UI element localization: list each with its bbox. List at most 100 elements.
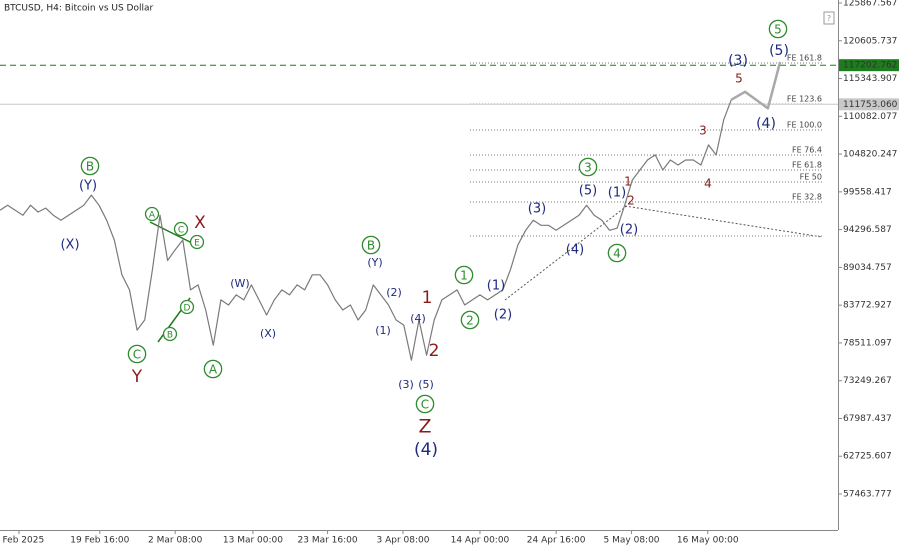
wave-label: (3) bbox=[728, 53, 748, 69]
wave-label: B bbox=[167, 331, 173, 341]
wave-circle bbox=[454, 265, 474, 285]
x-tick-label: 3 Apr 08:00 bbox=[377, 536, 430, 546]
wave-label: (3) bbox=[398, 378, 414, 391]
wave-label: 4 bbox=[704, 177, 712, 191]
y-tick-label: 110082.077 bbox=[843, 112, 897, 122]
wave-label: 5 bbox=[774, 23, 782, 37]
wave-label: 1 bbox=[624, 175, 632, 189]
wave-label: 2 bbox=[429, 341, 440, 361]
y-tick-label: 120605.737 bbox=[843, 36, 897, 46]
fib-label: FE 123.6 bbox=[787, 94, 822, 103]
wave-label: (Y) bbox=[367, 256, 382, 269]
info-icon-glyph: ? bbox=[827, 14, 831, 23]
y-tick-label: 94296.587 bbox=[843, 225, 892, 235]
y-tick-label: 57463.777 bbox=[843, 490, 892, 500]
price-level-box bbox=[839, 59, 899, 72]
wave-label: (4) bbox=[414, 440, 438, 460]
wave-label: (W) bbox=[230, 277, 249, 290]
channel-line bbox=[149, 221, 193, 244]
x-tick-label: 16 May 00:00 bbox=[677, 536, 739, 546]
x-tick-label: 19 Feb 16:00 bbox=[70, 536, 129, 546]
wave-label: (3) bbox=[528, 202, 546, 217]
fib-label: FE 76.4 bbox=[792, 146, 822, 155]
wave-label: (2) bbox=[494, 308, 512, 323]
x-tick-label: 2 Mar 08:00 bbox=[148, 536, 203, 546]
y-tick-label: 125867.567 bbox=[843, 0, 897, 8]
y-tick-label: 62725.607 bbox=[843, 452, 892, 462]
x-tick-label: 24 Apr 16:00 bbox=[527, 536, 586, 546]
wave-label: 2 bbox=[627, 194, 635, 208]
trend-line bbox=[624, 205, 823, 238]
wave-label: A bbox=[209, 363, 218, 377]
price-level-label: 117202.762 bbox=[843, 61, 897, 71]
projection-line bbox=[730, 61, 782, 110]
wave-circle bbox=[173, 221, 189, 237]
wave-label: Z bbox=[418, 416, 431, 438]
wave-label: (X) bbox=[260, 327, 276, 340]
trend-line bbox=[504, 204, 629, 301]
wave-label: B bbox=[86, 160, 94, 174]
wave-label: (4) bbox=[410, 312, 426, 325]
x-tick-label: 9 Feb 2025 bbox=[0, 536, 44, 546]
wave-label: (1) bbox=[375, 324, 391, 337]
wave-circle bbox=[162, 326, 178, 342]
wave-label: (4) bbox=[566, 243, 584, 258]
plot bbox=[0, 61, 782, 361]
wave-label: X bbox=[194, 213, 206, 233]
y-tick-label: 67987.437 bbox=[843, 414, 892, 424]
wave-label: (1) bbox=[608, 186, 626, 201]
y-tick-label: 73249.267 bbox=[843, 376, 892, 386]
wave-label: (5) bbox=[418, 378, 434, 391]
price-level-label: 111753.060 bbox=[843, 100, 898, 110]
wave-label: A bbox=[149, 211, 156, 221]
y-tick-label: 99558.417 bbox=[843, 187, 892, 197]
y-tick-label: 89034.757 bbox=[843, 263, 892, 273]
wave-label: 1 bbox=[422, 288, 433, 308]
wave-circle bbox=[607, 243, 627, 263]
wave-label: C bbox=[178, 226, 184, 236]
wave-label: (2) bbox=[620, 223, 638, 238]
y-tick-label: 104820.247 bbox=[843, 150, 897, 160]
wave-label: 3 bbox=[699, 124, 707, 138]
wave-label: (X) bbox=[60, 238, 79, 253]
wave-label: (5) bbox=[769, 43, 789, 59]
wave-label: 2 bbox=[466, 314, 474, 328]
wave-label: (Y) bbox=[79, 179, 97, 194]
wave-circle bbox=[80, 156, 100, 176]
y-tick-label: 83772.927 bbox=[843, 301, 892, 311]
wave-label: 3 bbox=[584, 161, 592, 175]
x-tick-label: 13 Mar 00:00 bbox=[223, 536, 283, 546]
wave-circle bbox=[203, 359, 223, 379]
fib-label: FE 161.8 bbox=[787, 53, 822, 62]
wave-label: C bbox=[421, 398, 429, 412]
y-tick-label: 78511.097 bbox=[843, 338, 892, 348]
wave-circle bbox=[361, 235, 381, 255]
fib-label: FE 100.0 bbox=[787, 120, 822, 129]
fib-label: FE 32.8 bbox=[792, 192, 822, 201]
wave-label: C bbox=[133, 348, 141, 362]
wave-label: 1 bbox=[460, 269, 468, 283]
wave-label: 5 bbox=[735, 72, 743, 86]
wave-circle bbox=[460, 310, 480, 330]
wave-circle bbox=[144, 206, 160, 222]
wave-circle bbox=[415, 394, 435, 414]
info-icon[interactable] bbox=[823, 11, 835, 25]
wave-circle bbox=[189, 234, 205, 250]
x-tick-label: 5 May 08:00 bbox=[604, 536, 660, 546]
wave-circle bbox=[578, 157, 598, 177]
wave-label: B bbox=[367, 239, 375, 253]
wave-label: D bbox=[184, 304, 191, 314]
fib-label: FE 50 bbox=[800, 172, 822, 181]
wave-label: (1) bbox=[487, 279, 505, 294]
wave-label: (2) bbox=[386, 286, 402, 299]
price-line bbox=[0, 99, 732, 361]
x-tick-label: 23 Mar 16:00 bbox=[298, 536, 358, 546]
wave-label: 4 bbox=[613, 247, 621, 261]
wave-circle bbox=[179, 299, 195, 315]
wave-circle bbox=[127, 344, 147, 364]
wave-label: (5) bbox=[579, 184, 597, 199]
x-tick-label: 14 Apr 00:00 bbox=[451, 536, 510, 546]
